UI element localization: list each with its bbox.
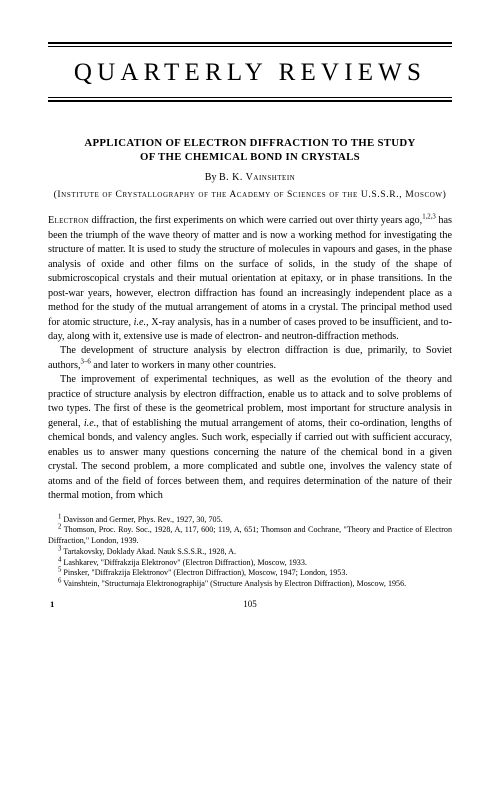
- page-footer: 1 105: [48, 598, 452, 610]
- footer-left: 1: [50, 598, 54, 610]
- byline: By B. K. Vainshtein: [48, 171, 452, 185]
- footnote-2: 2 Thomson, Proc. Roy. Soc., 1928, A, 117…: [48, 525, 452, 546]
- fn-text-2: Thomson, Proc. Roy. Soc., 1928, A, 117, …: [48, 525, 452, 545]
- fn-text-3: Tartakovsky, Doklady Akad. Nauk S.S.S.R.…: [61, 547, 236, 556]
- rule-bottom-thick: [48, 100, 452, 102]
- p1-part-b: has been the triumph of the wave theory …: [48, 215, 452, 327]
- p1-ie: i.e.: [134, 317, 146, 328]
- fn-text-6: Vainshtein, "Structurnaja Elektronograph…: [61, 579, 406, 588]
- title-line-2: OF THE CHEMICAL BOND IN CRYSTALS: [140, 151, 360, 163]
- paragraph-1: Electron diffraction, the first experime…: [48, 214, 452, 344]
- paragraph-3: The improvement of experimental techniqu…: [48, 373, 452, 503]
- p2-part-b: and later to workers in many other count…: [91, 360, 276, 371]
- p1-citation-1: 1,2,3: [422, 214, 436, 221]
- journal-title: QUARTERLY REVIEWS: [48, 47, 452, 97]
- footnotes: 1 Davisson and Germer, Phys. Rev., 1927,…: [48, 515, 452, 590]
- fn-text-5: Pinsker, "Diffrakzija Elektronov" (Elect…: [61, 568, 347, 577]
- paragraph-2: The development of structure analysis by…: [48, 344, 452, 373]
- p2-citation: 3–6: [81, 359, 91, 366]
- byline-by: By: [205, 172, 217, 183]
- p1-part-a: diffraction, the first experiments on wh…: [89, 215, 422, 226]
- footnote-1: 1 Davisson and Germer, Phys. Rev., 1927,…: [48, 515, 452, 526]
- masthead: QUARTERLY REVIEWS: [48, 42, 452, 102]
- p1-leadword: Electron: [48, 215, 89, 226]
- title-line-1: APPLICATION OF ELECTRON DIFFRACTION TO T…: [84, 137, 415, 149]
- p3-ie: i.e.: [84, 418, 96, 429]
- p3-part-b: , that of establishing the mutual arrang…: [48, 418, 452, 501]
- byline-author: B. K. Vainshtein: [219, 172, 295, 183]
- fn-text-1: Davisson and Germer, Phys. Rev., 1927, 3…: [61, 515, 222, 524]
- footnote-4: 4 Lashkarev, "Diffrakzija Elektronov" (E…: [48, 558, 452, 569]
- fn-text-4: Lashkarev, "Diffrakzija Elektronov" (Ele…: [61, 558, 307, 567]
- article-title: APPLICATION OF ELECTRON DIFFRACTION TO T…: [48, 136, 452, 165]
- affiliation: (Institute of Crystallography of the Aca…: [48, 189, 452, 202]
- footnote-3: 3 Tartakovsky, Doklady Akad. Nauk S.S.S.…: [48, 547, 452, 558]
- footnote-6: 6 Vainshtein, "Structurnaja Elektronogra…: [48, 579, 452, 590]
- page-number: 105: [243, 598, 257, 611]
- footnote-5: 5 Pinsker, "Diffrakzija Elektronov" (Ele…: [48, 568, 452, 579]
